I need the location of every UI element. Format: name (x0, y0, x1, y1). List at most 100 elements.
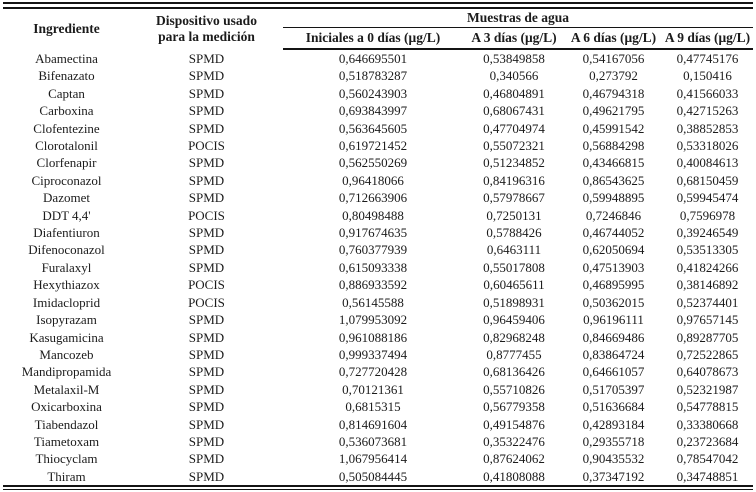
table-row: Clorotalonil POCIS 0,619721452 0,55072321 0,… (3, 137, 753, 154)
cell-ingredient: Clofentezine (33, 120, 100, 136)
paper-table-container: Ingrediente Dispositivo usado para la me… (3, 0, 753, 491)
cell-3-days: 0,53849858 (483, 51, 545, 66)
cell-3-days: 0,47704974 (483, 120, 545, 136)
cell-9-days: 0,41824266 (676, 259, 739, 275)
cell-9-days: 0,34748851 (676, 468, 739, 484)
cell-initial-0-days: 0,760377939 (338, 242, 408, 258)
cell-3-days: 0,35322476 (483, 433, 545, 449)
cell-6-days: 0,54167056 (582, 51, 645, 66)
cell-initial-0-days: 0,562550269 (338, 155, 408, 171)
cell-6-days: 0,49621795 (582, 103, 645, 119)
cell-9-days: 0,33380668 (676, 416, 739, 432)
cell-9-days: 0,47745176 (676, 51, 739, 66)
cell-9-days: 0,150416 (683, 68, 732, 84)
cell-device: POCIS (188, 294, 225, 310)
cell-6-days: 0,46744052 (582, 225, 645, 241)
cell-ingredient: Diafentiuron (33, 225, 100, 241)
table-row: DDT 4,4' POCIS 0,80498488 0,7250131 0,724684… (3, 207, 753, 224)
cell-3-days: 0,8777455 (486, 346, 542, 362)
cell-6-days: 0,84669486 (582, 329, 645, 345)
cell-device: SPMD (188, 85, 225, 101)
cell-3-days: 0,51898931 (483, 294, 545, 310)
cell-initial-0-days: 0,560243903 (338, 85, 408, 101)
cell-ingredient: Metalaxil-M (33, 381, 100, 397)
table-row: Thiram SPMD 0,505084445 0,41808088 0,3734719… (3, 468, 753, 485)
cell-9-days: 0,54778815 (676, 399, 739, 415)
table-row: Kasugamicina SPMD 0,961088186 0,82968248 0,8… (3, 329, 753, 346)
cell-ingredient: Ciproconazol (31, 172, 102, 188)
cell-ingredient: Furalaxyl (41, 259, 92, 275)
cell-6-days: 0,46895995 (582, 277, 645, 293)
cell-3-days: 0,55017808 (483, 259, 545, 275)
table-row: Imidacloprid POCIS 0,56145588 0,51898931 0,5… (3, 294, 753, 311)
cell-ingredient: DDT 4,4' (42, 207, 91, 223)
cell-9-days: 0,41566033 (676, 85, 739, 101)
cell-initial-0-days: 0,563645605 (338, 120, 408, 136)
cell-3-days: 0,55710826 (483, 381, 545, 397)
cell-3-days: 0,60465611 (483, 277, 545, 293)
cell-initial-0-days: 0,615093338 (338, 259, 408, 275)
cell-initial-0-days: 0,56145588 (342, 294, 404, 310)
cell-initial-0-days: 0,693843997 (338, 103, 408, 119)
cell-ingredient: Tiametoxam (33, 433, 100, 449)
table-header: Ingrediente Dispositivo usado para la me… (3, 9, 753, 50)
cell-ingredient: Dazomet (43, 190, 90, 206)
cell-initial-0-days: 0,505084445 (338, 468, 408, 484)
cell-ingredient: Clorfenapir (36, 155, 97, 171)
cell-3-days: 0,68067431 (483, 103, 545, 119)
cell-initial-0-days: 0,961088186 (338, 329, 408, 345)
cell-9-days: 0,38852853 (676, 120, 739, 136)
cell-6-days: 0,86543625 (582, 172, 645, 188)
cell-initial-0-days: 0,6815315 (345, 399, 401, 415)
cell-6-days: 0,46794318 (582, 85, 645, 101)
cell-6-days: 0,273792 (589, 68, 638, 84)
cell-9-days: 0,89287705 (676, 329, 739, 345)
table-body: Abamectina SPMD 0,646695501 0,53849858 0,541… (3, 49, 753, 485)
cell-device: SPMD (188, 381, 225, 397)
cell-3-days: 0,51234852 (483, 155, 545, 171)
cell-ingredient: Hexythiazox (33, 277, 100, 293)
cell-3-days: 0,84196316 (483, 172, 545, 188)
cell-9-days: 0,97657145 (676, 312, 739, 328)
cell-initial-0-days: 0,917674635 (338, 225, 408, 241)
cell-ingredient: Difenoconazol (28, 242, 105, 258)
cell-3-days: 0,82968248 (483, 329, 545, 345)
cell-initial-0-days: 0,712663906 (338, 190, 408, 206)
cell-6-days: 0,83864724 (582, 346, 645, 362)
cell-initial-0-days: 0,96418066 (342, 172, 404, 188)
cell-3-days: 0,56779358 (483, 399, 545, 415)
cell-9-days: 0,7596978 (679, 207, 736, 223)
cell-initial-0-days: 0,646695501 (338, 51, 408, 66)
cell-9-days: 0,53318026 (676, 138, 739, 154)
water-samples-table: Ingrediente Dispositivo usado para la me… (3, 9, 753, 485)
cell-3-days: 0,55072321 (483, 138, 545, 154)
cell-device: SPMD (188, 364, 225, 380)
cell-initial-0-days: 0,886933592 (338, 277, 408, 293)
cell-3-days: 0,68136426 (483, 364, 545, 380)
table-row: Dazomet SPMD 0,712663906 0,57978667 0,599488… (3, 189, 753, 206)
cell-9-days: 0,39246549 (676, 225, 739, 241)
cell-device: SPMD (188, 468, 225, 484)
table-row: Tiametoxam SPMD 0,536073681 0,35322476 0,293… (3, 433, 753, 450)
cell-device: SPMD (188, 190, 225, 206)
cell-3-days: 0,57978667 (483, 190, 545, 206)
table-row: Hexythiazox POCIS 0,886933592 0,60465611 0,4… (3, 276, 753, 293)
table-row: Furalaxyl SPMD 0,615093338 0,55017808 0,4751… (3, 259, 753, 276)
cell-9-days: 0,53513305 (676, 242, 739, 258)
cell-6-days: 0,37347192 (582, 468, 645, 484)
table-row: Diafentiuron SPMD 0,917674635 0,5788426 0,46… (3, 224, 753, 241)
cell-6-days: 0,96196111 (583, 312, 644, 328)
cell-3-days: 0,87624062 (483, 451, 545, 467)
cell-initial-0-days: 0,70121361 (342, 381, 404, 397)
header-group-muestras-de-agua: Muestras de agua (283, 9, 753, 28)
cell-6-days: 0,50362015 (582, 294, 645, 310)
cell-ingredient: Mancozeb (39, 346, 94, 362)
cell-6-days: 0,45991542 (582, 120, 645, 136)
cell-ingredient: Oxicarboxina (31, 399, 102, 415)
cell-9-days: 0,52321987 (676, 381, 739, 397)
cell-device: SPMD (188, 103, 225, 119)
cell-ingredient: Carboxina (39, 103, 94, 119)
cell-ingredient: Clorotalonil (35, 138, 98, 154)
cell-device: POCIS (188, 138, 225, 154)
cell-device: SPMD (188, 346, 225, 362)
